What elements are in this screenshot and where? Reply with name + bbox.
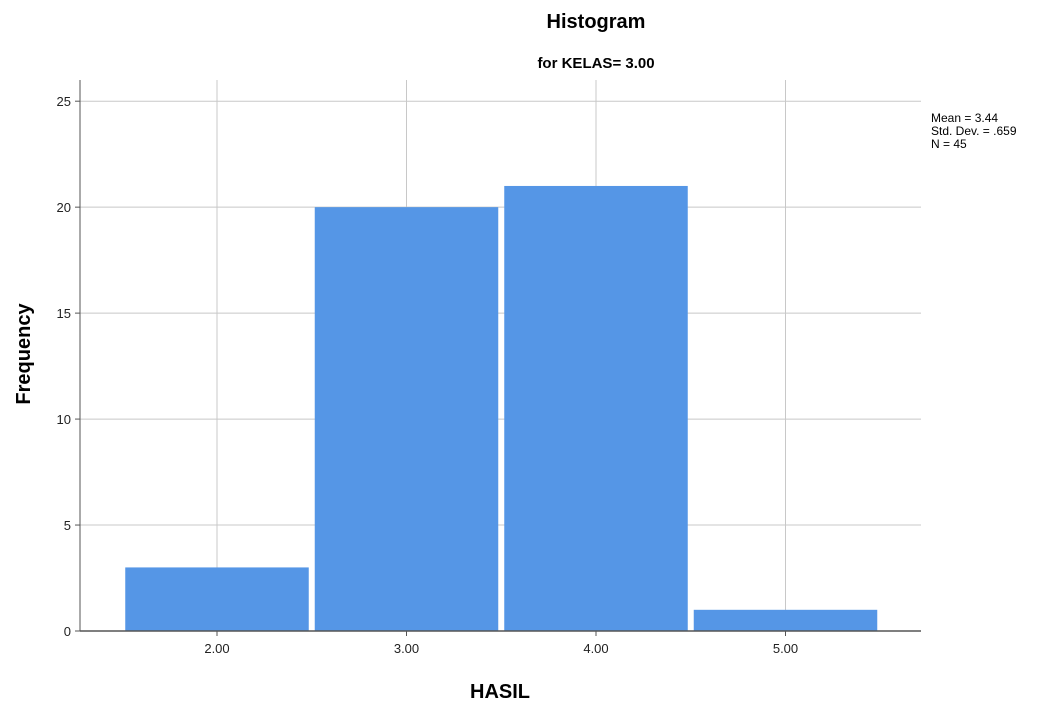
axes-group (75, 80, 921, 636)
y-tick-label: 10 (57, 412, 71, 427)
chart-subtitle: for KELAS= 3.00 (537, 55, 654, 72)
x-tick-label: 5.00 (773, 641, 798, 656)
y-tick-label: 20 (57, 200, 71, 215)
chart-title: Histogram (547, 11, 646, 33)
bars-group (125, 185, 878, 631)
histogram-bar (504, 185, 688, 631)
histogram-bar (125, 567, 309, 631)
histogram-bar (693, 609, 878, 631)
y-tick-label: 25 (57, 94, 71, 109)
y-tick-labels: 0 5 10 15 20 25 (57, 94, 71, 639)
x-tick-label: 2.00 (204, 641, 229, 656)
grid-lines (80, 80, 921, 631)
y-tick-label: 5 (64, 518, 71, 533)
x-tick-label: 3.00 (394, 641, 419, 656)
x-tick-labels: 2.00 3.00 4.00 5.00 (204, 641, 798, 656)
stats-mean: Mean = 3.44 (931, 111, 999, 125)
stats-box: Mean = 3.44 Std. Dev. = .659 N = 45 (931, 112, 1017, 151)
histogram-bar (314, 207, 499, 631)
stats-n: N = 45 (931, 137, 967, 151)
x-axis-title: HASIL (470, 681, 530, 703)
y-tick-label: 15 (57, 306, 71, 321)
y-tick-label: 0 (64, 624, 71, 639)
x-tick-label: 4.00 (583, 641, 608, 656)
y-axis-title: Frequency (13, 303, 35, 405)
stats-std-dev: Std. Dev. = .659 (931, 124, 1017, 138)
